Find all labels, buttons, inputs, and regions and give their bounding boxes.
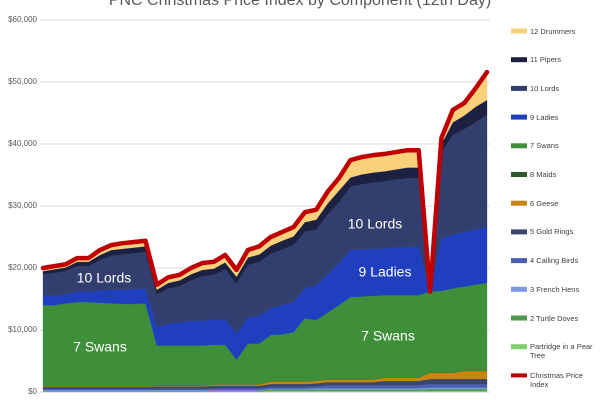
- legend-label: 2 Turtle Doves: [530, 313, 579, 323]
- y-tick-label: $0: [28, 387, 37, 396]
- annotation: 10 Lords: [348, 216, 402, 232]
- legend-swatch: [511, 28, 527, 34]
- legend-swatch: [511, 57, 527, 63]
- y-tick-label: $10,000: [8, 325, 37, 334]
- y-tick-label: $40,000: [8, 139, 37, 148]
- legend-label: 5 Gold Rings: [530, 227, 574, 237]
- legend-label: 7 Swans: [530, 141, 559, 151]
- line: [40, 69, 490, 294]
- legend-swatch: [511, 143, 527, 149]
- legend-swatch: [511, 315, 527, 321]
- legend-swatch: [511, 114, 527, 120]
- legend-label: 6 Geese: [530, 198, 559, 208]
- legend-label: Partridge in a Pear Tree: [530, 342, 593, 361]
- legend-label: 3 French Hens: [530, 284, 580, 294]
- legend-label: 4 Calling Birds: [530, 256, 579, 266]
- legend-swatch: [511, 172, 527, 177]
- legend-label: Christmas Price Index: [530, 370, 583, 389]
- y-tick-label: $60,000: [8, 15, 37, 24]
- legend-swatch: [511, 85, 527, 91]
- legend-swatch: [511, 200, 527, 206]
- legend-swatch: [511, 373, 527, 378]
- annotation: 10 Lords: [77, 270, 131, 286]
- y-tick-label: $50,000: [8, 77, 37, 86]
- legend-swatch: [511, 258, 527, 264]
- legend-label: 8 Maids: [530, 170, 557, 179]
- y-tick-label: $20,000: [8, 263, 37, 272]
- legend-swatch: [511, 229, 527, 235]
- legend-label: 11 Pipers: [530, 55, 562, 65]
- annotation: 7 Swans: [73, 339, 127, 355]
- legend-label: 9 Ladies: [530, 112, 559, 122]
- annotation: 9 Ladies: [359, 264, 412, 280]
- legend-swatch: [511, 286, 527, 292]
- legend-label: 12 Drummers: [530, 26, 576, 36]
- legend-label: 10 Lords: [530, 83, 560, 93]
- legend-swatch: [511, 344, 527, 350]
- y-tick-label: $30,000: [8, 201, 37, 210]
- annotation: 7 Swans: [361, 328, 415, 344]
- chart-title: PNC Christmas Price Index by Component (…: [109, 0, 491, 9]
